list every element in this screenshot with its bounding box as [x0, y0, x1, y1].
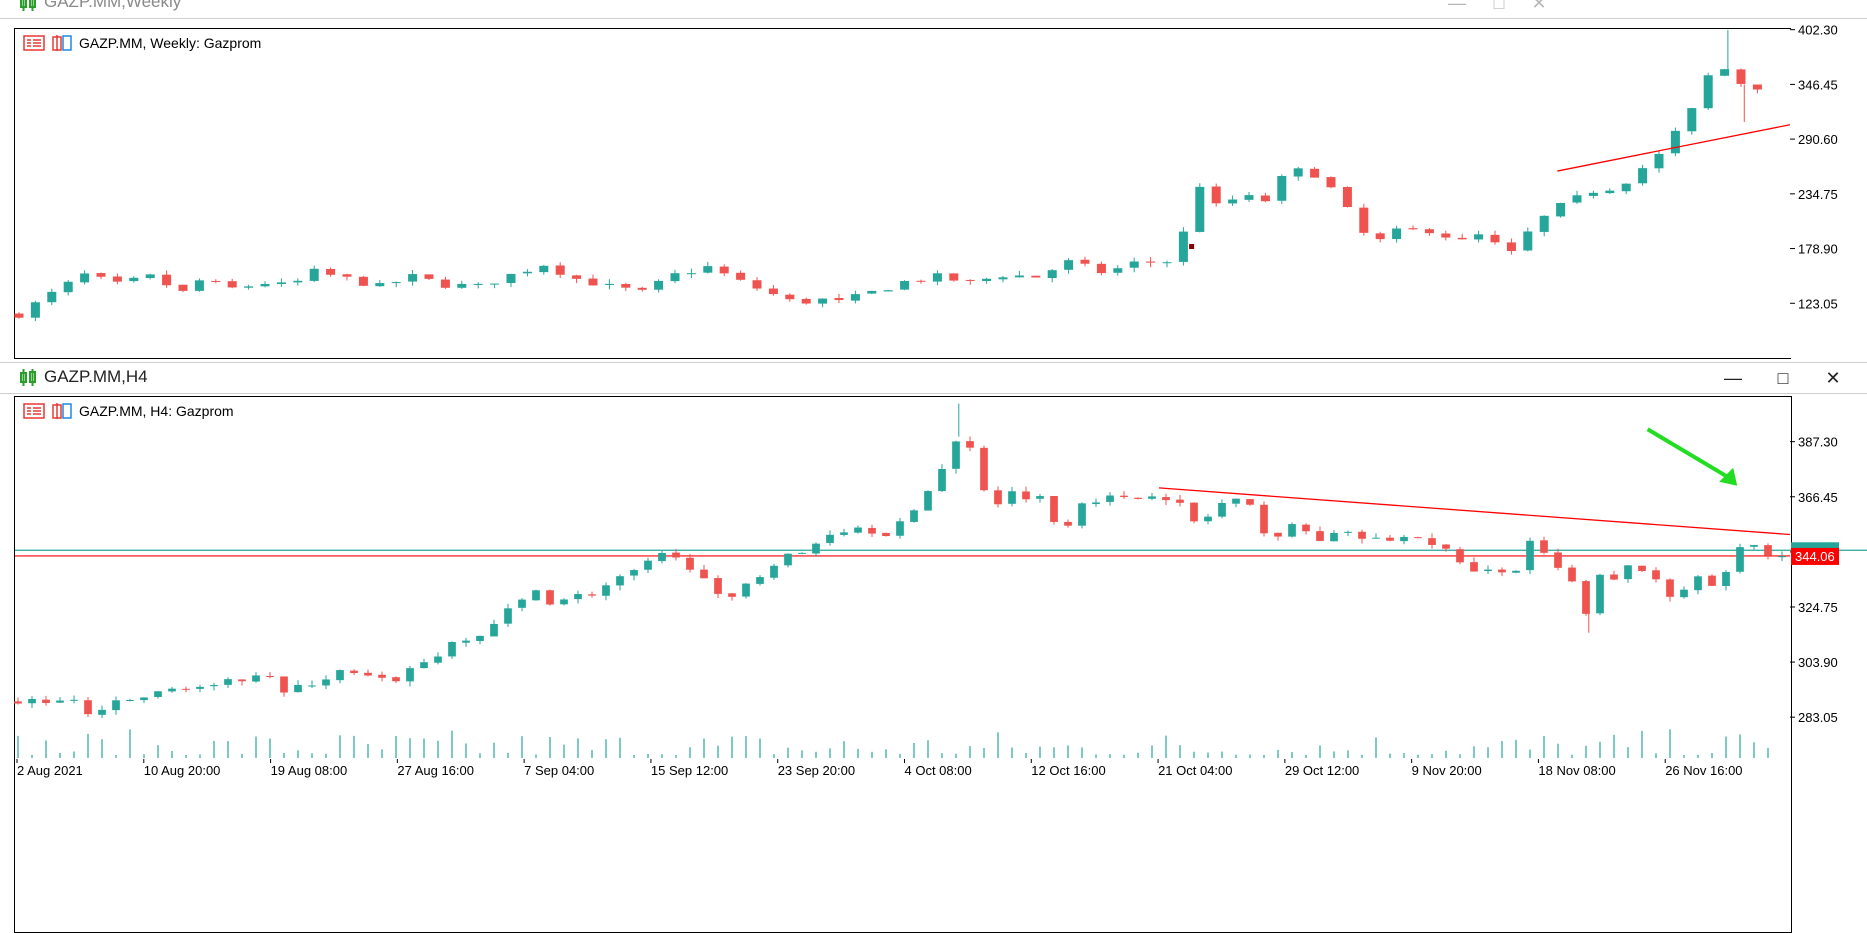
weekly-chart[interactable]: GAZP.MM, Weekly: Gazprom	[14, 28, 1791, 359]
indicators-list-icon[interactable]	[23, 35, 45, 51]
h4-window-title: GAZP.MM,H4	[44, 367, 148, 386]
y-tick-label: 283.05	[1798, 710, 1838, 725]
current-price-label: 344.06	[1795, 549, 1835, 564]
close-icon[interactable]: ✕	[1531, 0, 1547, 13]
candlestick-app-icon	[20, 0, 36, 11]
minimize-icon[interactable]: —	[1448, 0, 1466, 13]
y-tick-label: 402.30	[1798, 23, 1838, 38]
maximize-icon[interactable]: □	[1777, 367, 1789, 388]
h4-legend-text: GAZP.MM, H4: Gazprom	[79, 403, 234, 419]
y-tick-label: 290.60	[1798, 132, 1838, 147]
chart-properties-icon[interactable]	[51, 403, 73, 419]
y-tick-label: 123.05	[1798, 296, 1838, 311]
candlestick-app-icon	[20, 369, 36, 386]
y-tick-label: 346.45	[1798, 77, 1838, 92]
h4-titlebar[interactable]: GAZP.MM,H4 — □ ✕	[0, 363, 1867, 394]
y-tick-label: 366.45	[1798, 490, 1838, 505]
h4-chart[interactable]: GAZP.MM, H4: Gazprom	[14, 396, 1792, 933]
minimize-icon[interactable]: —	[1724, 367, 1742, 388]
close-icon[interactable]: ✕	[1825, 367, 1841, 388]
price-tag-teal	[1791, 542, 1839, 553]
indicators-list-icon[interactable]	[23, 403, 45, 419]
current-price-tag	[1791, 547, 1839, 565]
weekly-window-title: GAZP.MM,Weekly	[44, 0, 182, 11]
weekly-titlebar[interactable]: GAZP.MM,Weekly — □ ✕	[0, 0, 1867, 19]
y-tick-label: 387.30	[1798, 435, 1838, 450]
weekly-legend-text: GAZP.MM, Weekly: Gazprom	[79, 35, 262, 51]
y-tick-label: 178.90	[1798, 242, 1838, 257]
weekly-window: GAZP.MM,Weekly — □ ✕ GAZP.MM, Weekly: Ga…	[0, 0, 1867, 359]
y-tick-label: 345.60	[1798, 545, 1838, 560]
h4-chart-legend: GAZP.MM, H4: Gazprom	[23, 403, 234, 419]
maximize-icon[interactable]: □	[1493, 0, 1505, 13]
y-tick-label: 324.75	[1798, 600, 1838, 615]
h4-window: GAZP.MM,H4 — □ ✕ GAZP.MM, H4: Gazprom 38…	[0, 362, 1867, 933]
y-tick-label: 303.90	[1798, 655, 1838, 670]
y-tick-label: 234.75	[1798, 187, 1838, 202]
chart-properties-icon[interactable]	[51, 35, 73, 51]
weekly-chart-legend: GAZP.MM, Weekly: Gazprom	[23, 35, 261, 51]
